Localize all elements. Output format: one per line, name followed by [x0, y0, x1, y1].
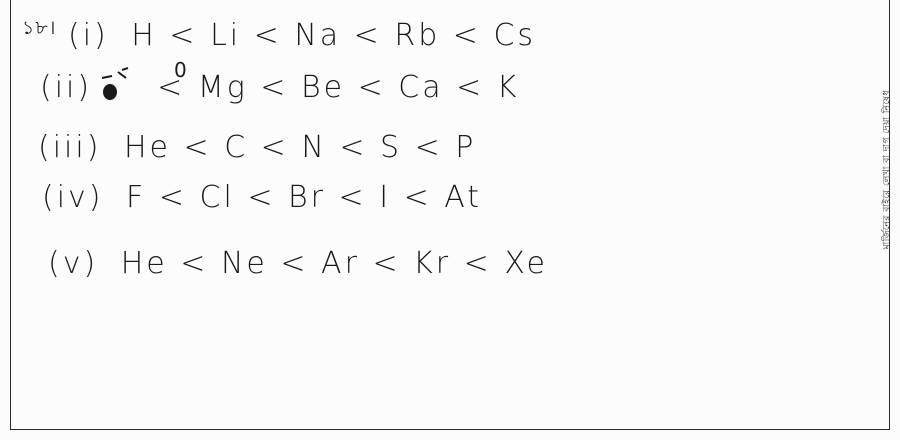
line-label: (ii) — [40, 70, 93, 105]
line-text: He < Ne < Ar < Kr < Xe — [120, 246, 548, 281]
line-text: He < C < N < S < P — [123, 130, 477, 165]
answer-line-4: (iv) F < Cl < Br < I < At — [42, 180, 482, 215]
overwrite-mark: 0 — [174, 58, 187, 82]
answer-line-1: (i) H < Li < Na < Rb < Cs — [68, 18, 536, 53]
line-label: (iii) — [38, 130, 102, 165]
line-text: H < Li < Na < Rb < Cs — [131, 18, 537, 53]
scribble-mark-icon — [101, 67, 129, 100]
question-number: ১৮। — [22, 17, 57, 39]
line-label: (i) — [68, 18, 109, 53]
answer-box-border — [10, 0, 890, 430]
line-text: < Mg < Be < Ca < K — [157, 70, 520, 105]
line-label: (v) — [48, 246, 99, 281]
answer-line-5: (v) He < Ne < Ar < Kr < Xe — [48, 246, 548, 281]
margin-warning-note: মার্জিনের বাইরে লেখা বা দাগ দেয়া নিষেধ — [882, 90, 892, 250]
answer-line-2: (ii) < Mg < Be < Ca < K — [40, 70, 519, 105]
line-label: (iv) — [42, 180, 104, 215]
answer-line-3: (iii) He < C < N < S < P — [38, 130, 476, 165]
line-text: F < Cl < Br < I < At — [126, 180, 483, 215]
